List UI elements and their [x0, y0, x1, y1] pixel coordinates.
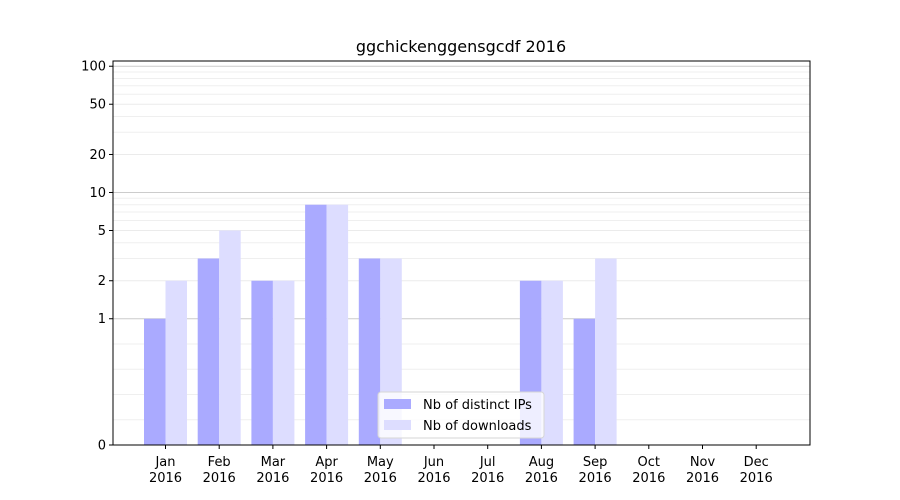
bar-downloads	[541, 280, 563, 445]
x-axis: Jan2016Feb2016Mar2016Apr2016May2016Jun20…	[149, 445, 773, 486]
legend-swatch	[384, 420, 411, 430]
bar-distinct-ips	[358, 258, 381, 445]
x-tick-label-month: Nov	[690, 455, 716, 470]
x-tick-label-year: 2016	[149, 471, 182, 486]
x-tick-label-year: 2016	[740, 471, 773, 486]
x-tick-label-year: 2016	[632, 471, 665, 486]
y-tick-label: 2	[98, 274, 106, 289]
y-tick-label: 1	[98, 312, 106, 327]
x-tick-label-month: Sep	[583, 455, 608, 470]
bar-distinct-ips	[305, 204, 327, 445]
x-tick-label-month: Feb	[208, 455, 231, 470]
x-tick-label-month: May	[367, 455, 394, 470]
x-tick-label-month: Jun	[423, 455, 444, 470]
x-tick-label-month: Jul	[479, 455, 496, 470]
x-tick-label-year: 2016	[525, 471, 558, 486]
x-tick-label-month: Oct	[638, 455, 660, 470]
legend-label: Nb of downloads	[423, 419, 532, 434]
legend-swatch	[384, 399, 411, 409]
x-tick-label-year: 2016	[471, 471, 504, 486]
legend-box	[377, 391, 545, 439]
bar-downloads	[326, 204, 349, 445]
x-tick-label-month: Jan	[154, 455, 175, 470]
y-tick-label: 0	[98, 439, 106, 454]
bar-distinct-ips	[251, 280, 273, 445]
y-tick-label: 50	[89, 98, 106, 113]
y-tick-label: 20	[89, 148, 106, 163]
x-tick-label-month: Aug	[529, 455, 554, 470]
x-tick-label-month: Apr	[315, 455, 338, 470]
x-tick-label-year: 2016	[310, 471, 343, 486]
chart-title: ggchickenggensgcdf 2016	[356, 37, 566, 56]
x-tick-label-year: 2016	[579, 471, 612, 486]
bar-downloads	[272, 280, 295, 445]
y-axis: 0 1 2 5 10 20 50 100	[81, 60, 113, 454]
bar-distinct-ips	[573, 318, 596, 445]
plot-frame	[112, 60, 811, 446]
x-tick-label-year: 2016	[686, 471, 719, 486]
y-tick-label: 5	[98, 224, 106, 239]
y-tick-label: 10	[89, 186, 106, 201]
bar-distinct-ips	[144, 318, 166, 445]
bar-downloads	[165, 280, 187, 445]
legend-label: Nb of distinct IPs	[423, 398, 532, 413]
x-tick-label-year: 2016	[417, 471, 450, 486]
legend: Nb of distinct IPs Nb of downloads	[377, 391, 545, 439]
x-tick-label-month: Mar	[261, 455, 286, 470]
bar-downloads	[219, 230, 241, 445]
y-tick-label: 100	[81, 60, 106, 75]
x-tick-label-year: 2016	[364, 471, 397, 486]
x-tick-label-year: 2016	[203, 471, 236, 486]
x-tick-label-month: Dec	[744, 455, 769, 470]
x-tick-label-year: 2016	[256, 471, 289, 486]
bar-distinct-ips	[197, 258, 220, 445]
bar-downloads	[595, 258, 617, 445]
